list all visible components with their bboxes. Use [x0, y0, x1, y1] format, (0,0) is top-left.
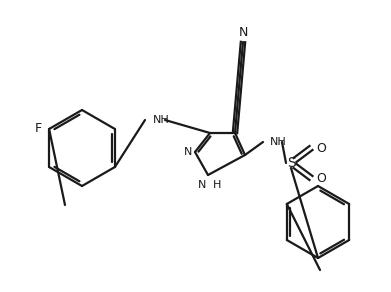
Text: O: O — [316, 171, 326, 185]
Text: N: N — [184, 147, 192, 157]
Text: F: F — [35, 123, 42, 135]
Text: O: O — [316, 142, 326, 154]
Text: S: S — [287, 156, 295, 170]
Text: NH: NH — [270, 137, 287, 147]
Text: N: N — [238, 27, 248, 39]
Text: N: N — [197, 180, 206, 190]
Text: H: H — [213, 180, 221, 190]
Text: NH: NH — [153, 115, 170, 125]
